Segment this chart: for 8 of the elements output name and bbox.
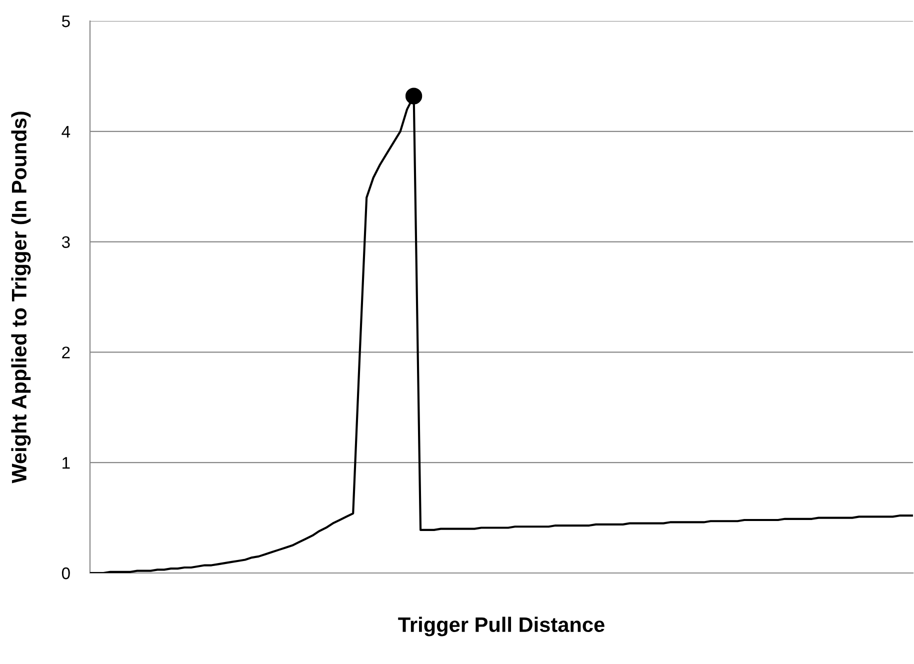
y-tick-label: 5 — [62, 16, 70, 28]
y-tick-label: 0 — [62, 567, 70, 580]
y-axis-title: Weight Applied to Trigger (In Pounds) — [11, 112, 31, 484]
y-tick-label: 4 — [62, 126, 70, 138]
y-tick-label: 2 — [62, 346, 70, 358]
x-axis-title: Trigger Pull Distance — [398, 616, 604, 636]
y-tick-label: 3 — [62, 236, 70, 248]
y-tick-label: 1 — [62, 457, 70, 469]
